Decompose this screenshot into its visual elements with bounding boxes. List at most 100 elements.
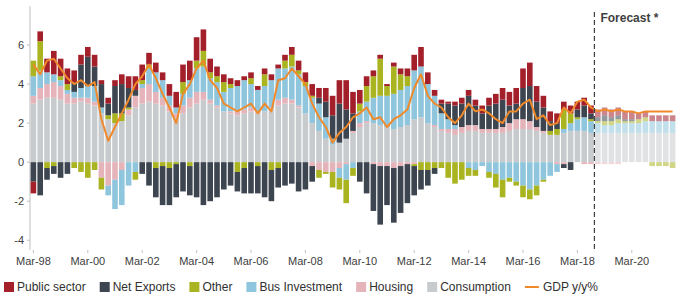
bar-segment [486,106,492,129]
bar-segment [289,104,295,163]
bar-segment [194,92,200,104]
bar-segment [459,162,465,180]
bar-segment [289,47,295,55]
bar-segment [350,168,356,176]
bar-segment [513,182,519,186]
bar-segment [146,102,152,163]
y-tick-label: 0 [18,156,24,168]
x-tick-label: Mar-06 [234,255,269,267]
bar-segment [466,131,472,162]
bar-segment [439,162,445,168]
bar-segment [207,104,213,163]
bar-segment [534,162,540,185]
bar-segment [44,84,50,98]
bar-segment [330,145,336,163]
bar-segment [405,125,411,162]
legend-swatch [189,282,199,292]
bar-segment [520,129,526,162]
bar-segment [357,127,363,162]
bar-segment [500,133,506,162]
bar-segment [445,129,451,133]
bar-segment [58,80,64,86]
bar-segment [228,84,234,88]
bar-segment [629,119,635,121]
bar-segment [241,80,247,109]
bar-segment [520,162,526,185]
bar-segment [643,133,649,162]
bar-segment [255,162,261,166]
bar-segment [405,162,411,164]
marks [31,29,676,224]
x-tick [33,250,34,253]
bar-segment [609,117,615,121]
bar-segment [520,68,526,88]
bar-segment [214,108,220,163]
bar-segment [31,162,37,182]
bar-segment [473,125,479,131]
bar-segment [126,108,132,110]
bar-segment [269,109,275,162]
legend-label: GDP y/y% [543,280,598,294]
bar-segment [241,162,247,168]
bar-segment [99,178,105,190]
bar-segment [520,186,526,198]
bar-segment [296,106,302,108]
legend-label: Net Exports [113,280,176,294]
x-tick [414,250,415,253]
bar-segment [337,178,343,190]
bar-segment [364,121,370,123]
bar-segment [445,133,451,162]
bar-segment [201,29,207,50]
legend-label: Consumption [440,280,511,294]
bar-segment [588,133,594,162]
bar-segment [405,76,411,86]
x-tick-label: Mar-20 [614,255,649,267]
bar-segment [656,121,662,133]
bar-segment [309,166,315,182]
bar-segment [241,168,247,193]
bar-segment [527,63,533,86]
bar-segment [180,106,186,114]
bar-segment [507,92,513,106]
bar-segment [92,55,98,67]
bar-segment [112,86,118,113]
bar-segment [629,133,635,162]
bar-segment [282,162,288,185]
x-tick [142,250,143,253]
bar-segment [507,178,513,182]
bar-segment [534,186,540,196]
bar-segment [371,164,377,211]
bar-segment [602,133,608,162]
bar-segment [670,121,676,133]
bar-segment [316,98,322,104]
bar-segment [44,98,50,162]
bar-segment [602,121,608,125]
bar-segment [187,166,193,195]
bar-segment [445,102,451,104]
bar-segment [554,164,560,172]
bar-segment [418,47,424,67]
bar-segment [343,139,349,162]
y-tick [27,45,30,46]
bar-segment [167,162,173,168]
bar-segment [153,63,159,73]
bar-segment [78,98,84,102]
bar-segment [112,80,118,86]
bar-segment [85,98,91,104]
bar-segment [51,98,57,162]
x-tick [359,250,360,253]
legend-swatch [246,282,256,292]
bar-segment [228,78,234,84]
bar-segment [139,104,145,163]
bar-segment [670,115,676,121]
bar-segment [289,100,295,104]
bar-segment [391,168,397,223]
x-tick-label: Mar-14 [451,255,486,267]
bar-segment [588,162,594,164]
bar-segment [554,135,560,162]
bar-segment [221,74,227,82]
bar-segment [595,117,601,121]
bar-segment [221,162,227,189]
bar-segment [622,133,628,162]
bar-segment [85,47,91,57]
